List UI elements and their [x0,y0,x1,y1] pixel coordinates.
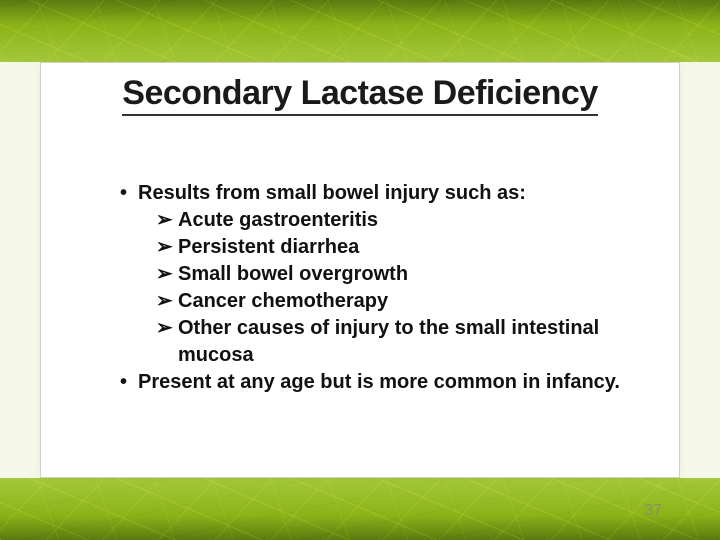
sub-item-text: Small bowel overgrowth [178,261,640,288]
chevron-right-icon: ➢ [156,261,178,288]
sub-item: ➢Other causes of injury to the small int… [156,315,640,369]
sub-item: ➢Persistent diarrhea [156,234,640,261]
bullet-marker: • [120,369,138,396]
page-number: 37 [644,502,662,520]
bullet-item: •Present at any age but is more common i… [120,369,640,396]
slide-title-text: Secondary Lactase Deficiency [122,76,597,116]
decorative-band-bottom [0,478,720,540]
bullet-marker: • [120,180,138,207]
chevron-right-icon: ➢ [156,207,178,234]
crackle-pattern [0,478,720,540]
sub-item-text: Cancer chemotherapy [178,288,640,315]
sub-item-text: Acute gastroenteritis [178,207,640,234]
slide-title: Secondary Lactase Deficiency [0,76,720,116]
bullet-text: Present at any age but is more common in… [138,369,640,396]
slide-body: •Results from small bowel injury such as… [120,180,640,396]
sub-item: ➢Acute gastroenteritis [156,207,640,234]
bullet-item: •Results from small bowel injury such as… [120,180,640,207]
chevron-right-icon: ➢ [156,288,178,315]
chevron-right-icon: ➢ [156,234,178,261]
slide: Secondary Lactase Deficiency •Results fr… [0,0,720,540]
bullet-text: Results from small bowel injury such as: [138,180,640,207]
sub-item-text: Persistent diarrhea [178,234,640,261]
sub-item: ➢Small bowel overgrowth [156,261,640,288]
crackle-pattern [0,0,720,62]
decorative-band-top [0,0,720,62]
sub-item: ➢Cancer chemotherapy [156,288,640,315]
sub-list: ➢Acute gastroenteritis➢Persistent diarrh… [156,207,640,369]
chevron-right-icon: ➢ [156,315,178,342]
sub-item-text: Other causes of injury to the small inte… [178,315,640,369]
